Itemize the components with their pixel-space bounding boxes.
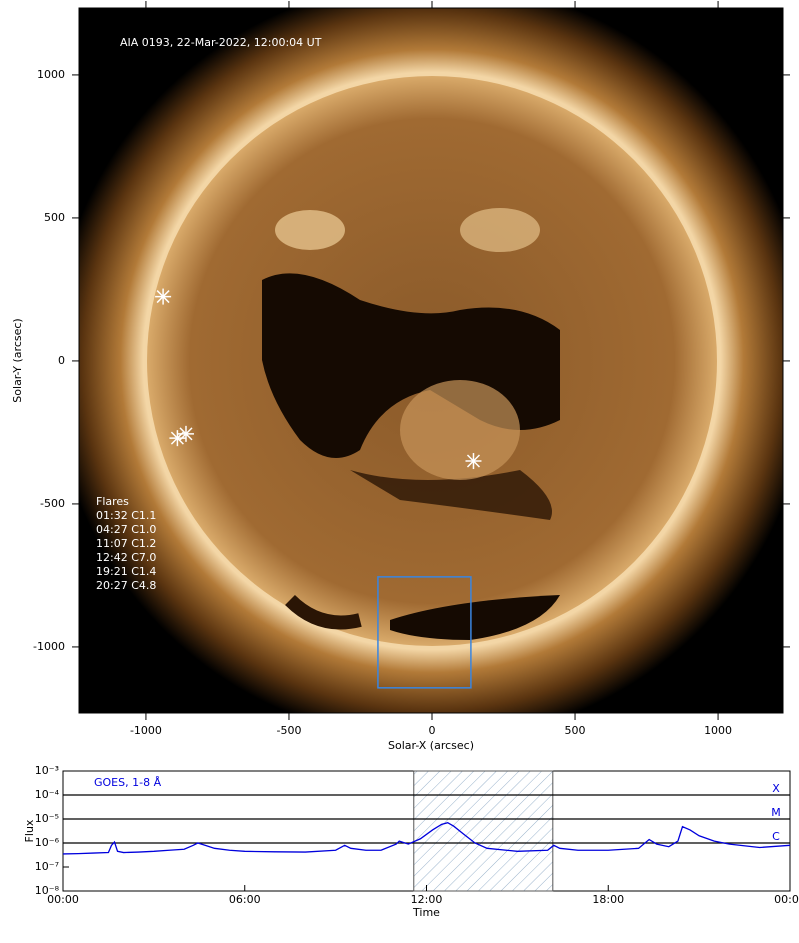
y-axis-label: Solar-Y (arcsec) xyxy=(11,318,24,402)
goes-label: GOES, 1-8 Å xyxy=(94,776,162,789)
flare-annotation: 20:27 C4.8 xyxy=(96,579,156,592)
x-tick-label: 00:00 xyxy=(774,893,799,906)
marker-stroke xyxy=(156,290,170,304)
x-tick-label: 00:00 xyxy=(47,893,79,906)
y-axis-label: Flux xyxy=(23,819,36,842)
flare-annotation: 11:07 C1.2 xyxy=(96,537,156,550)
y-tick-label: 0 xyxy=(58,354,65,367)
image-title: AIA 0193, 22-Mar-2022, 12:00:04 UT xyxy=(120,36,322,49)
highlight-span xyxy=(413,770,554,892)
sun-image xyxy=(79,8,783,713)
class-level-label: C xyxy=(772,830,780,843)
x-tick-label: 06:00 xyxy=(229,893,261,906)
flare-annotation: 01:32 C1.1 xyxy=(96,509,156,522)
flare-marker xyxy=(169,430,186,447)
x-tick-label: -500 xyxy=(276,724,301,737)
marker-stroke xyxy=(466,454,481,468)
x-tick-label: 12:00 xyxy=(411,893,443,906)
y-tick-label: 1000 xyxy=(37,68,65,81)
x-tick-label: -1000 xyxy=(130,724,162,737)
y-tick-label: 10⁻⁶ xyxy=(35,836,60,849)
x-tick-label: 500 xyxy=(565,724,586,737)
flare-marker xyxy=(177,425,194,442)
marker-stroke xyxy=(170,431,184,445)
y-tick-label: -500 xyxy=(40,497,65,510)
y-tick-label: 10⁻⁷ xyxy=(35,860,59,873)
y-tick-label: 10⁻⁵ xyxy=(35,812,59,825)
flare-annotation: 19:21 C1.4 xyxy=(96,565,156,578)
y-tick-label: 10⁻⁴ xyxy=(35,788,60,801)
y-tick-label: -1000 xyxy=(33,640,65,653)
x-tick-label: 1000 xyxy=(704,724,732,737)
flare-marker xyxy=(155,288,172,305)
region-box xyxy=(377,576,472,689)
x-axis-label: Time xyxy=(412,906,440,919)
flare-annotation: 12:42 C7.0 xyxy=(96,551,156,564)
flare-annotation: 04:27 C1.0 xyxy=(96,523,156,536)
x-tick-label: 18:00 xyxy=(592,893,624,906)
flare-marker xyxy=(465,453,482,470)
flux-line xyxy=(62,822,791,855)
x-axis-label: Solar-X (arcsec) xyxy=(388,739,474,752)
y-tick-label: 500 xyxy=(44,211,65,224)
y-tick-label: 10⁻³ xyxy=(35,764,59,777)
flare-annotation: Flares xyxy=(96,495,129,508)
class-level-label: X xyxy=(772,782,780,795)
x-tick-label: 0 xyxy=(429,724,436,737)
class-level-label: M xyxy=(771,806,781,819)
y-tick-label: 10⁻⁸ xyxy=(35,884,60,897)
